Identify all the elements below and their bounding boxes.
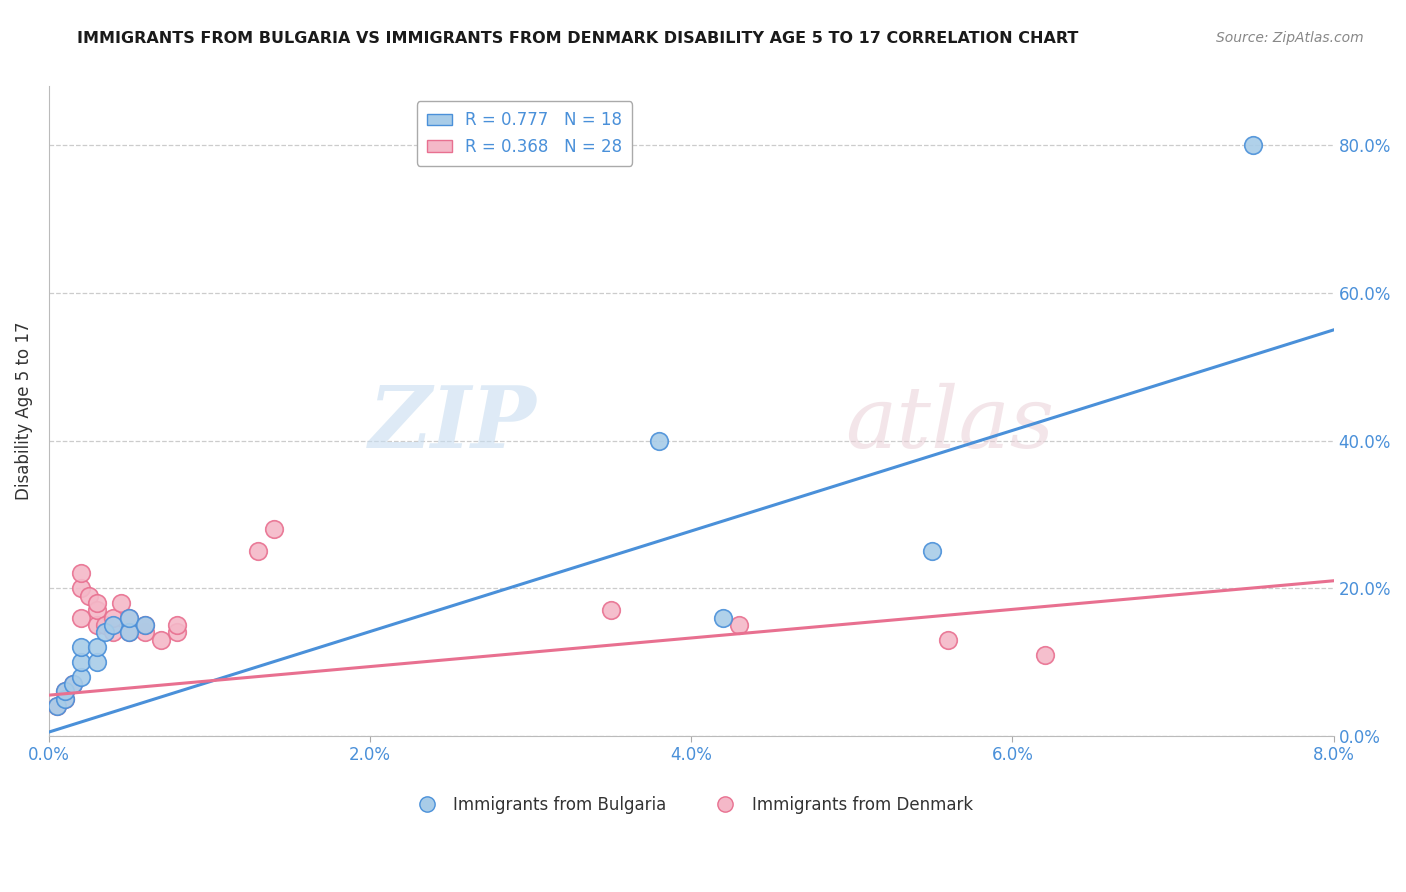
Point	[103, 610, 125, 624]
Point	[166, 618, 188, 632]
Point	[70, 581, 93, 595]
Point	[936, 632, 959, 647]
Point	[166, 625, 188, 640]
Point	[86, 640, 108, 655]
Point	[70, 566, 93, 581]
Point	[103, 618, 125, 632]
Text: ZIP: ZIP	[370, 383, 537, 466]
Point	[600, 603, 623, 617]
Text: Source: ZipAtlas.com: Source: ZipAtlas.com	[1216, 31, 1364, 45]
Point	[70, 640, 93, 655]
Point	[1241, 138, 1264, 153]
Point	[118, 625, 141, 640]
Point	[134, 618, 156, 632]
Point	[70, 655, 93, 669]
Point	[118, 625, 141, 640]
Point	[648, 434, 671, 448]
Point	[263, 522, 285, 536]
Point	[86, 603, 108, 617]
Point	[62, 677, 84, 691]
Point	[86, 655, 108, 669]
Point	[86, 618, 108, 632]
Point	[246, 544, 269, 558]
Point	[94, 625, 117, 640]
Y-axis label: Disability Age 5 to 17: Disability Age 5 to 17	[15, 322, 32, 500]
Point	[77, 589, 100, 603]
Point	[728, 618, 751, 632]
Point	[921, 544, 943, 558]
Point	[103, 625, 125, 640]
Point	[46, 699, 69, 714]
Point	[134, 625, 156, 640]
Text: IMMIGRANTS FROM BULGARIA VS IMMIGRANTS FROM DENMARK DISABILITY AGE 5 TO 17 CORRE: IMMIGRANTS FROM BULGARIA VS IMMIGRANTS F…	[77, 31, 1078, 46]
Point	[94, 618, 117, 632]
Point	[53, 684, 76, 698]
Point	[53, 684, 76, 698]
Point	[1033, 648, 1056, 662]
Point	[134, 618, 156, 632]
Point	[53, 691, 76, 706]
Text: atlas: atlas	[845, 383, 1054, 466]
Point	[46, 699, 69, 714]
Point	[53, 691, 76, 706]
Legend: Immigrants from Bulgaria, Immigrants from Denmark: Immigrants from Bulgaria, Immigrants fro…	[404, 789, 980, 821]
Point	[70, 670, 93, 684]
Point	[118, 610, 141, 624]
Point	[86, 596, 108, 610]
Point	[713, 610, 735, 624]
Point	[118, 610, 141, 624]
Point	[70, 610, 93, 624]
Point	[150, 632, 173, 647]
Point	[62, 677, 84, 691]
Point	[110, 596, 132, 610]
